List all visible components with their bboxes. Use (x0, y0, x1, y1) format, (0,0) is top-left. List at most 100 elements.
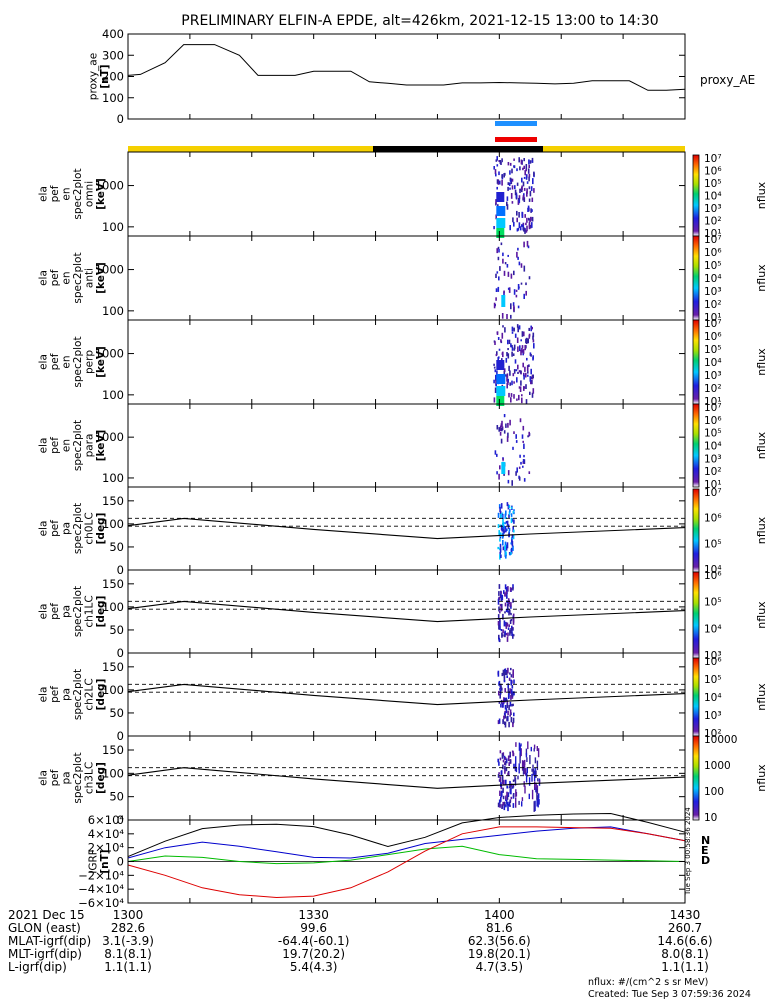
spectrogram-cell (528, 327, 530, 331)
spectrogram-cell (507, 348, 509, 351)
spectrogram-cell (517, 227, 520, 231)
colorbar-tick-label: 10⁴ (704, 357, 722, 369)
pitch-angle-cell (507, 632, 509, 637)
pitch-angle-cell (510, 605, 512, 609)
ephemeris-value: 4.7(3.5) (476, 960, 524, 974)
pitch-angle-cell (499, 688, 501, 691)
spectrogram-cell (510, 303, 512, 310)
spectrogram-cell (519, 370, 522, 374)
pitch-angle-cell (512, 526, 514, 533)
colorbar-tick-label: 10² (704, 216, 722, 228)
pitch-angle-cell (535, 787, 537, 793)
pitch-angle-cell (505, 528, 507, 533)
spectrogram-cell (526, 225, 528, 232)
y-tick-label: 200 (102, 70, 124, 84)
spectrogram-cell (499, 431, 502, 436)
pitch-angle-cell (500, 703, 502, 708)
spectrogram-cell (511, 201, 514, 204)
spectrogram-cell (508, 182, 511, 186)
pitch-angle-cell (507, 601, 509, 606)
pitch-angle-cell (511, 541, 514, 547)
spectrogram-cell (497, 337, 500, 340)
pitch-angle-cell (506, 594, 508, 598)
pitch-angle-cell (500, 503, 503, 509)
pitch-angle-cell (508, 505, 511, 509)
spectrogram-cell (496, 331, 499, 335)
y-tick-label: 100 (102, 91, 124, 105)
ephemeris-value: 81.6 (486, 921, 513, 935)
spectrogram-cell (525, 169, 527, 172)
pitch-angle-cell (502, 787, 504, 793)
spectrogram-cell (513, 165, 515, 168)
pitch-angle-cell (498, 530, 500, 536)
panel-en_anti: 1000100elapefenspec2plotanti[keV]10⁷10⁶1… (38, 234, 769, 324)
spectrogram-cell (513, 270, 515, 276)
spectrogram-cell (516, 398, 518, 401)
spectrogram-cell (521, 185, 523, 190)
spectrogram-cell (510, 314, 512, 319)
pitch-angle-cell (519, 753, 521, 764)
ephemeris-row-label: GLON (east) (8, 921, 81, 935)
phase-bar-night (373, 146, 543, 152)
pitch-angle-cell (510, 689, 513, 695)
spectrogram-cell (512, 373, 515, 377)
spectrogram-cell (507, 470, 510, 476)
spectrogram-cell (510, 397, 512, 403)
spectrogram-cell (512, 353, 515, 356)
spectrogram-cell (508, 339, 511, 344)
y-tick-label: 0 (117, 729, 124, 743)
pitch-angle-cell (512, 779, 515, 782)
panel-pa_ch2LC: 150100500elapefpaspec2plotch2LC[deg]10⁶1… (38, 652, 768, 743)
colorbar-tick-label: 10⁷ (704, 153, 722, 165)
spectrogram-cell (509, 162, 512, 166)
pitch-angle-cell (499, 543, 502, 549)
pitch-angle-cell (520, 748, 522, 757)
pitch-angle-cell (510, 679, 512, 686)
pitch-angle-cell (505, 625, 508, 629)
loss-cone-line (127, 767, 686, 789)
spectrogram-cell (531, 160, 534, 163)
pitch-angle-cell (533, 744, 536, 749)
pitch-angle-cell (510, 552, 512, 555)
spectrogram-cell (529, 376, 532, 382)
pitch-angle-cell (523, 763, 526, 774)
spectrogram-cell (506, 264, 509, 268)
pitch-angle-cell (509, 629, 511, 636)
pitch-angle-cell (512, 545, 514, 551)
pitch-angle-cell (505, 758, 508, 764)
spectrogram-cell (523, 158, 525, 162)
spectrogram-cell (501, 313, 504, 319)
pitch-angle-cell (504, 602, 507, 607)
pitch-angle-cell (499, 790, 501, 796)
spectrogram-cell (524, 345, 526, 351)
pitch-angle-cell (502, 526, 505, 533)
spectrogram-cell (517, 326, 519, 333)
pitch-angle-cell (504, 630, 506, 635)
pitch-angle-cell (510, 717, 513, 723)
pitch-angle-cell (509, 553, 511, 556)
y-tick-label: 100 (102, 388, 124, 402)
spectrogram-cell (503, 173, 505, 178)
spectrogram-cell (528, 276, 531, 280)
colorbar-tick-label: 10⁶ (704, 166, 722, 178)
spectrogram-cell (507, 353, 510, 359)
spectrogram-cell (523, 187, 526, 191)
pitch-angle-cell (513, 679, 515, 684)
pitch-angle-cell (502, 764, 504, 770)
pitch-angle-cell (513, 691, 515, 696)
spectrogram-cell (523, 443, 525, 449)
pitch-angle-cell (498, 718, 501, 724)
pitch-angle-cell (497, 720, 500, 725)
pitch-angle-cell (537, 778, 539, 782)
spectrogram-cell (521, 347, 523, 353)
pitch-angle-cell (500, 629, 503, 632)
pitch-angle-cell (502, 629, 504, 634)
colorbar-tick-label: 10⁶ (704, 331, 722, 343)
pitch-angle-cell (504, 526, 507, 530)
spectrogram-cell (525, 399, 528, 404)
pitch-angle-cell (524, 759, 526, 765)
pitch-angle-cell (512, 587, 514, 591)
spectrogram-cell (499, 465, 501, 470)
spectrogram-cell (505, 357, 508, 363)
